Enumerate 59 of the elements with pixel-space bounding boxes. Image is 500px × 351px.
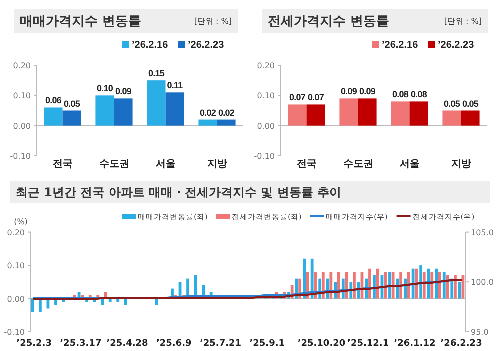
x-tick-label: 수도권 bbox=[343, 159, 374, 170]
x-tick-label: ’25.9.1 bbox=[250, 339, 286, 349]
data-label: 0.06 bbox=[46, 96, 62, 106]
x-tick-label: 지방 bbox=[207, 159, 228, 170]
y-tick-label: 0.10 bbox=[7, 262, 25, 271]
chart-title: 전세가격지수 변동률 bbox=[268, 14, 390, 30]
y-tick-label: 0.10 bbox=[13, 92, 31, 101]
data-label: 0.07 bbox=[290, 92, 306, 103]
data-label: 0.02 bbox=[218, 108, 235, 118]
x-tick-label: ’25.3.17 bbox=[60, 339, 102, 349]
data-label: 0.09 bbox=[116, 86, 132, 97]
x-tick-label: ’26.1.12 bbox=[394, 339, 436, 349]
x-tick-label: 전국 bbox=[296, 159, 317, 170]
data-label: 0.11 bbox=[167, 80, 184, 91]
data-label: 0.05 bbox=[462, 98, 479, 109]
text: [단위 : %] bbox=[194, 17, 232, 26]
x-tick-label: ’25.12.1 bbox=[348, 339, 390, 349]
y-tick-label: 0.00 bbox=[13, 122, 31, 131]
x-tick-label: 전국 bbox=[52, 159, 73, 170]
x-tick-label: ’25.6.9 bbox=[156, 339, 192, 349]
y2-tick-label: 105.0 bbox=[471, 228, 494, 238]
data-label: 0.15 bbox=[148, 68, 165, 79]
y-axis-title: (%) bbox=[14, 217, 28, 226]
x-tick-label: ’25.2.3 bbox=[16, 339, 52, 349]
legend-label: ’26.2.23 bbox=[188, 40, 225, 51]
text: [단위 : %] bbox=[444, 17, 482, 26]
x-tick-label: ’25.7.21 bbox=[200, 339, 242, 349]
legend-label: ’26.2.16 bbox=[132, 40, 169, 51]
y-tick-label: 0.20 bbox=[257, 62, 275, 70]
y-tick-label: 0.20 bbox=[7, 228, 25, 238]
x-tick-label: 수도권 bbox=[99, 159, 130, 170]
y-tick-label: 0.00 bbox=[257, 122, 275, 131]
y-tick-label: -0.10 bbox=[10, 152, 31, 161]
data-label: 0.08 bbox=[411, 90, 428, 100]
legend-label: ’26.2.23 bbox=[438, 40, 475, 51]
data-label: 0.07 bbox=[308, 92, 324, 103]
data-label: 0.08 bbox=[392, 90, 409, 100]
legend-label: ’26.2.16 bbox=[382, 40, 419, 51]
x-tick-label: ’25.10.20 bbox=[298, 339, 346, 349]
data-label: 0.09 bbox=[360, 86, 376, 97]
y-tick-label: 0.00 bbox=[7, 294, 25, 304]
x-tick-label: ’25.4.28 bbox=[106, 339, 148, 349]
y-tick-label: -0.10 bbox=[254, 152, 275, 161]
chart-title: 최근 1년간 전국 아파트 매매・전세가격지수 및 변동률 추이 bbox=[16, 185, 342, 200]
x-tick-label: 지방 bbox=[451, 159, 472, 170]
data-label: 0.10 bbox=[97, 84, 114, 94]
chart-title: 매매가격지수 변동률 bbox=[20, 14, 142, 30]
y2-tick-label: 95.0 bbox=[471, 328, 489, 337]
data-label: 0.02 bbox=[200, 108, 216, 118]
data-label: 0.05 bbox=[444, 98, 460, 109]
x-tick-label: 서울 bbox=[156, 159, 176, 170]
x-tick-label: ’26.2.23 bbox=[440, 339, 482, 349]
data-label: 0.05 bbox=[64, 98, 80, 109]
y-tick-label: -0.10 bbox=[4, 328, 25, 337]
data-label: 0.09 bbox=[341, 86, 358, 97]
y-tick-label: 0.20 bbox=[13, 62, 31, 70]
y-tick-label: 0.10 bbox=[257, 92, 275, 101]
y2-tick-label: 100.0 bbox=[471, 278, 494, 288]
x-tick-label: 서울 bbox=[400, 159, 420, 170]
